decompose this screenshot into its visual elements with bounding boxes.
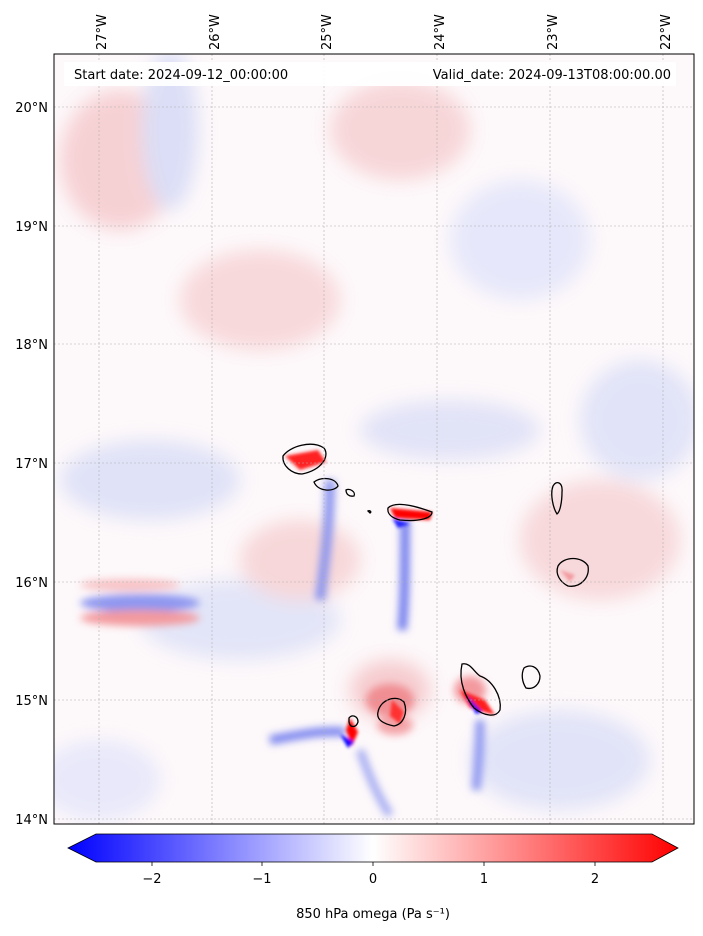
lat-tick-label: 15°N [15,694,48,709]
lat-tick-label: 18°N [15,338,48,353]
coastlines [282,443,589,728]
colorbar-tick-label: −1 [252,872,271,887]
lon-tick-label: 25°W [320,14,335,50]
header-box [64,62,676,86]
lat-tick-label: 14°N [15,813,48,828]
start-date-label: Start date: 2024-09-12_00:00:00 [74,68,288,83]
lon-tick-label: 23°W [546,14,561,50]
colorbar-scale [67,833,679,863]
colorbar-tick-label: 1 [480,872,488,887]
lat-tick-label: 20°N [15,101,48,116]
lon-tick-label: 24°W [433,14,448,50]
lon-tick-label: 26°W [208,14,223,50]
lat-tick-label: 19°N [15,220,48,235]
colorbar: −2 −1 0 1 2 850 hPa omega (Pa s⁻¹) [67,833,679,922]
omega-field [54,54,694,824]
latitude-ticks: 20°N 19°N 18°N 17°N 16°N 15°N 14°N [15,101,48,828]
colorbar-tick-label: 0 [369,872,377,887]
lon-tick-label: 22°W [659,14,674,50]
gridlines [54,54,694,824]
lon-tick-label: 27°W [95,14,110,50]
map-frame [53,53,695,825]
lat-tick-label: 17°N [15,457,48,472]
lat-tick-label: 16°N [15,576,48,591]
longitude-ticks: 27°W 26°W 25°W 24°W 23°W 22°W [95,14,674,50]
colorbar-tick-label: −2 [142,872,161,887]
colorbar-label: 850 hPa omega (Pa s⁻¹) [296,907,450,922]
valid-date-label: Valid_date: 2024-09-13T08:00:00.00 [433,68,671,83]
colorbar-tick-label: 2 [591,872,599,887]
